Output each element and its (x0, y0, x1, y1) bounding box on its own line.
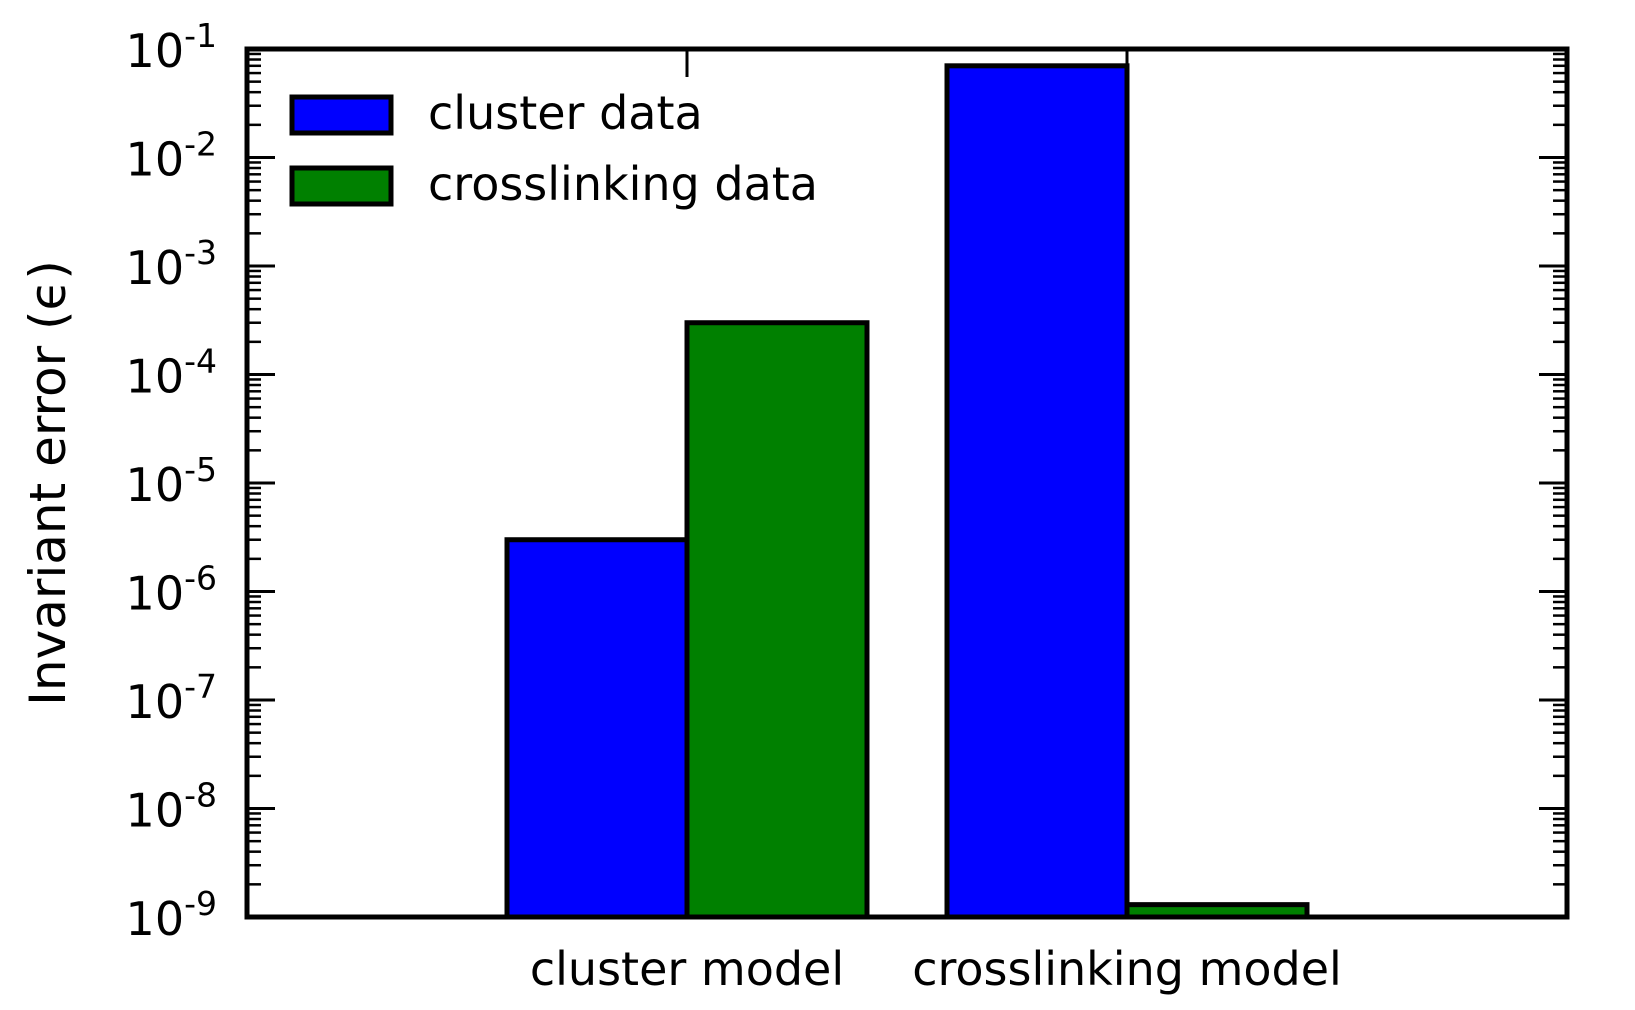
legend: cluster data crosslinking data (289, 86, 818, 211)
legend-label: cluster data (428, 86, 703, 140)
legend-swatch-crosslinking-data (289, 165, 394, 207)
bar-cluster-data-crosslinking-model (944, 63, 1130, 920)
bar-cluster-data-cluster-model (504, 537, 690, 920)
legend-label: crosslinking data (428, 157, 818, 211)
legend-swatch-cluster-data (289, 94, 394, 136)
y-tick-label: 10-7 (126, 667, 217, 729)
y-axis-label: Invariant error (ϵ) (19, 260, 77, 706)
x-tick-label: cluster model (530, 942, 844, 996)
plot-frame (244, 46, 1570, 920)
x-axis-category-labels: cluster model crosslinking model (530, 942, 1342, 996)
x-axis-ticks (685, 49, 1129, 77)
x-tick-label: crosslinking model (912, 942, 1342, 996)
bar-crosslinking-data-cluster-model (684, 320, 870, 920)
y-tick-label: 10-5 (126, 450, 217, 512)
y-tick-label: 10-6 (126, 559, 217, 621)
bars-layer (504, 63, 1310, 920)
y-tick-label: 10-8 (126, 776, 217, 838)
y-tick-label: 10-4 (126, 342, 217, 404)
y-tick-label: 10-2 (126, 125, 217, 187)
y-tick-label: 10-9 (126, 884, 217, 946)
y-tick-label: 10-1 (126, 16, 217, 78)
y-axis-tick-labels: 10-9 10-8 10-7 10-6 10-5 10-4 10-3 10-2 10-1 (126, 16, 217, 946)
y-tick-label: 10-3 (126, 233, 217, 295)
